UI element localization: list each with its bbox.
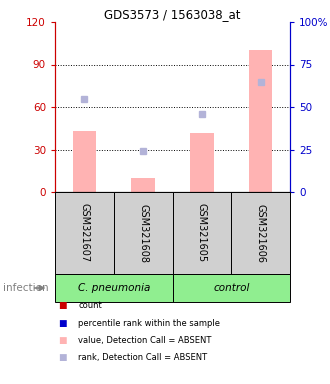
Text: count: count bbox=[78, 301, 102, 310]
Text: ■: ■ bbox=[58, 353, 67, 362]
Bar bbox=[131, 178, 155, 192]
Text: GSM321605: GSM321605 bbox=[197, 204, 207, 263]
Bar bbox=[190, 132, 214, 192]
Bar bbox=[114, 192, 173, 274]
Bar bbox=[73, 131, 96, 192]
Text: GSM321608: GSM321608 bbox=[138, 204, 148, 263]
Text: rank, Detection Call = ABSENT: rank, Detection Call = ABSENT bbox=[78, 353, 207, 362]
Text: control: control bbox=[213, 283, 249, 293]
Text: GSM321606: GSM321606 bbox=[256, 204, 266, 263]
Bar bbox=[173, 192, 231, 274]
Bar bbox=[231, 192, 290, 274]
Text: C. pneumonia: C. pneumonia bbox=[78, 283, 150, 293]
Bar bbox=[55, 192, 114, 274]
Text: value, Detection Call = ABSENT: value, Detection Call = ABSENT bbox=[78, 336, 212, 345]
Title: GDS3573 / 1563038_at: GDS3573 / 1563038_at bbox=[104, 8, 241, 21]
Bar bbox=[249, 50, 272, 192]
Text: infection: infection bbox=[3, 283, 49, 293]
Bar bbox=[173, 274, 290, 302]
Text: ■: ■ bbox=[58, 336, 67, 345]
Text: GSM321607: GSM321607 bbox=[80, 204, 89, 263]
Text: percentile rank within the sample: percentile rank within the sample bbox=[78, 319, 220, 328]
Text: ■: ■ bbox=[58, 319, 67, 328]
Text: ■: ■ bbox=[58, 301, 67, 310]
Bar bbox=[55, 274, 173, 302]
